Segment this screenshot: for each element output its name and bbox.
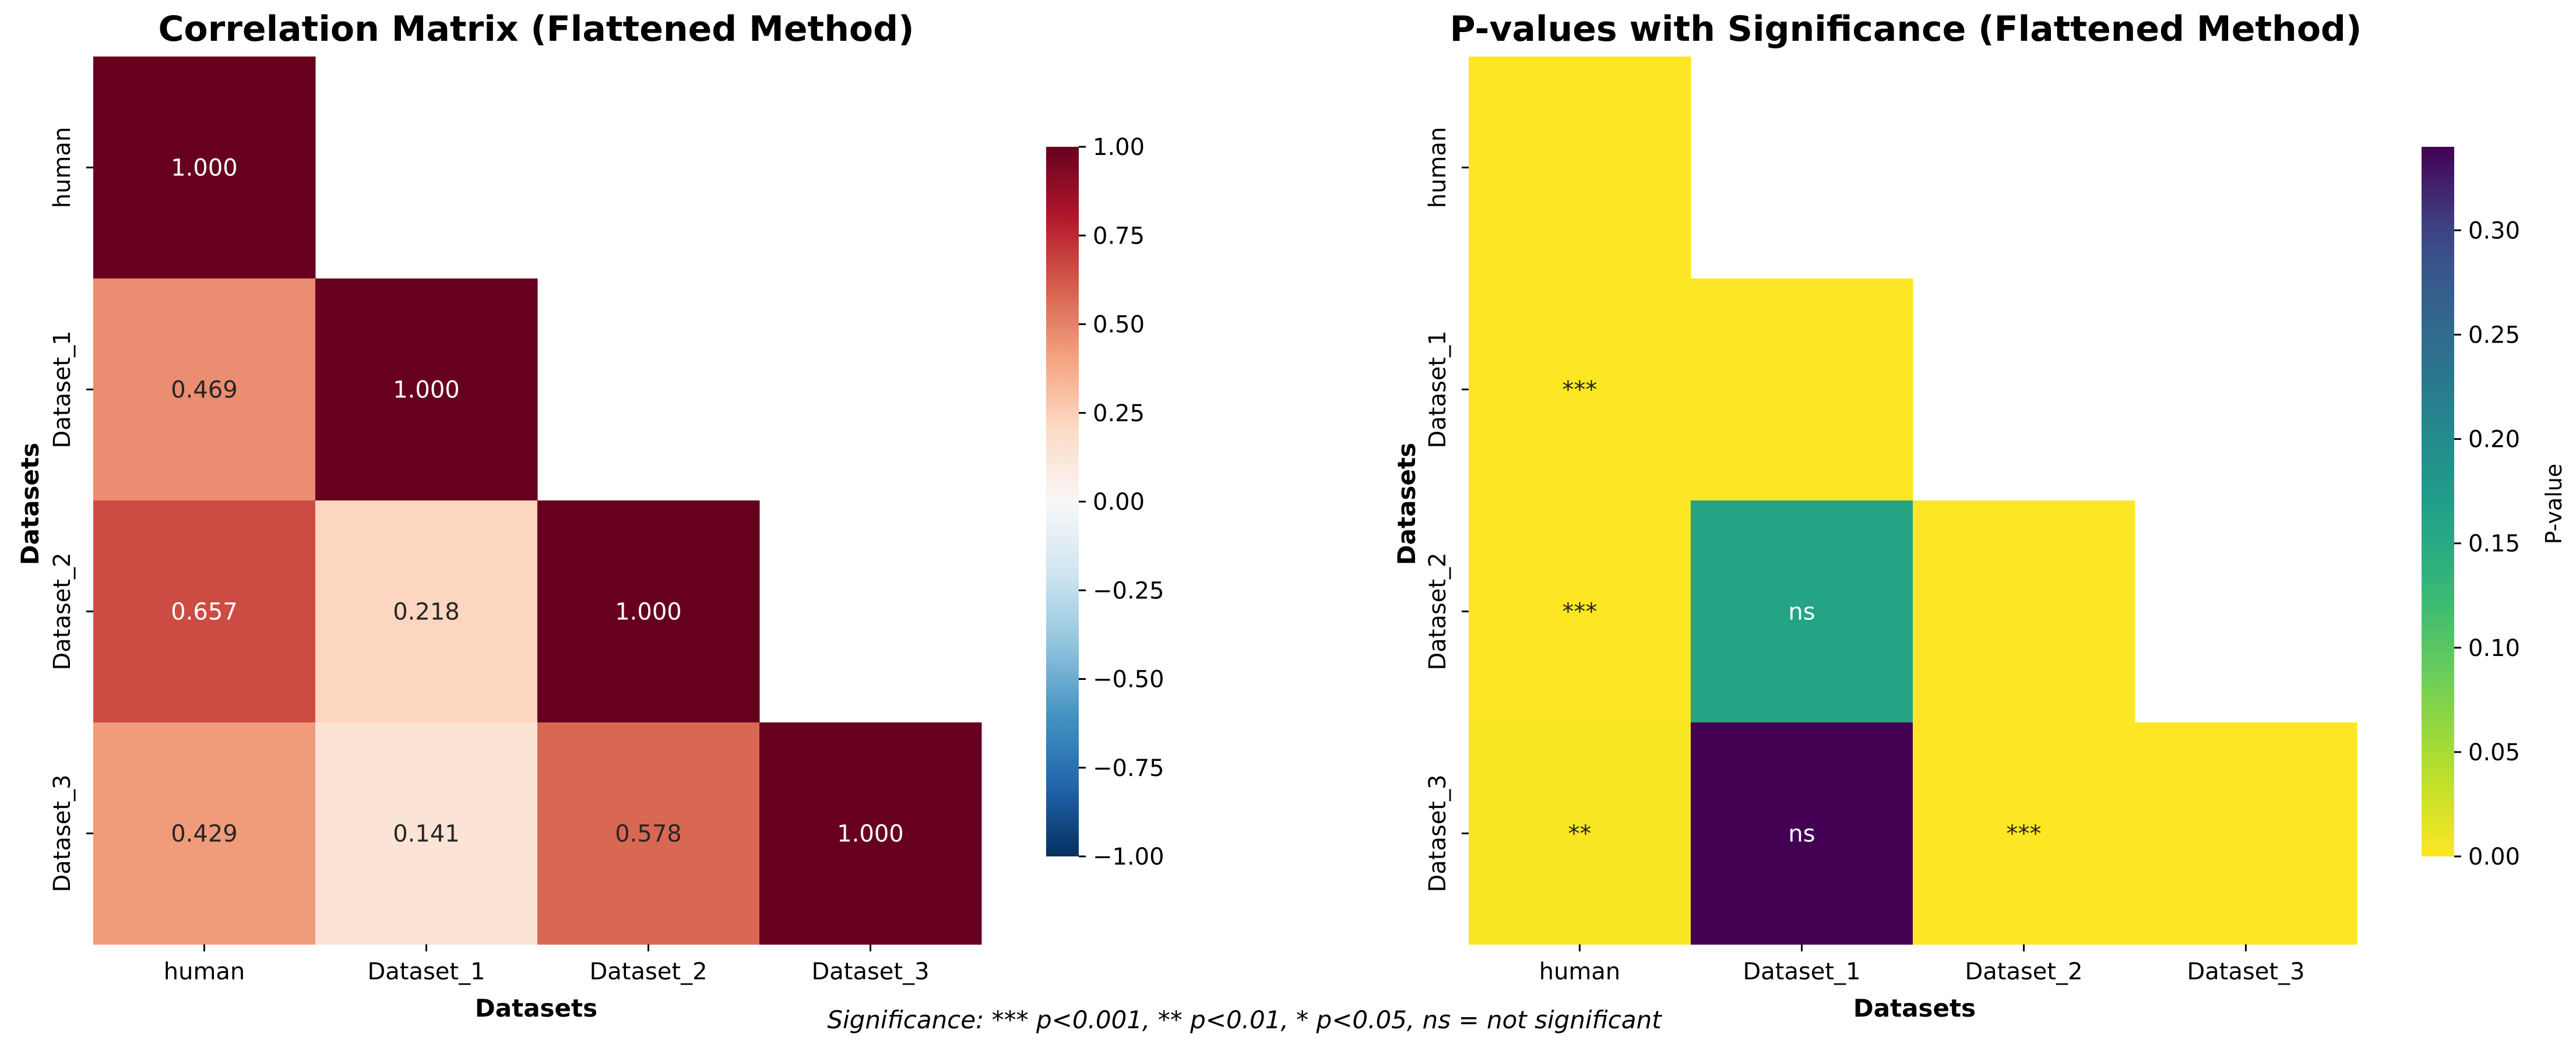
chart-title: P-values with Significance (Flattened Me… [1450, 9, 2362, 50]
x-tick-label: Dataset_1 [367, 958, 485, 985]
cell-annotation: 0.657 [171, 599, 238, 626]
cell-annotation: ns [1788, 821, 1815, 848]
cell-annotations: *** *** ns ** ns *** [1563, 377, 2042, 848]
y-tick-label: human [1424, 127, 1451, 209]
x-tick-labels: human Dataset_1 Dataset_2 Dataset_3 [1539, 944, 2305, 985]
heatmap-cell [537, 500, 760, 723]
heatmap-cell [315, 278, 538, 501]
heatmap-cell [1913, 500, 2135, 723]
heatmap-cell [315, 722, 538, 945]
colorbar-tick-label: 0.20 [2468, 426, 2520, 453]
y-tick-label: Dataset_2 [49, 552, 76, 670]
y-tick-label: Dataset_1 [1424, 330, 1451, 448]
x-tick-label: Dataset_2 [589, 958, 707, 985]
chart-title: Correlation Matrix (Flattened Method) [158, 9, 914, 50]
colorbar-tick-label: −0.25 [1093, 577, 1164, 604]
x-tick-label: Dataset_3 [2187, 958, 2304, 985]
colorbar-tick-label: 0.05 [2468, 739, 2520, 766]
heatmap-cell [1913, 722, 2135, 945]
x-axis-label: Datasets [475, 994, 597, 1022]
colorbar-tick-label: 0.50 [1093, 312, 1145, 338]
cell-annotation: 1.000 [615, 599, 682, 626]
y-axis-label: Datasets [16, 443, 44, 565]
cell-annotation: 0.218 [393, 599, 460, 626]
significance-footnote: Significance: *** p<0.001, ** p<0.01, * … [827, 1006, 1662, 1034]
heatmap-cell [1691, 500, 1913, 723]
x-axis-label: Datasets [1853, 994, 1976, 1022]
heatmap-cell [759, 722, 982, 945]
pvalue-heatmap-panel: P-values with Significance (Flattened Me… [1392, 9, 2567, 1022]
colorbar: 0.30 0.25 0.20 0.15 0.10 0.05 0.00 [2422, 147, 2520, 870]
heatmap-cell [2135, 722, 2357, 945]
heatmap-cells [93, 57, 982, 945]
y-tick-label: Dataset_1 [49, 330, 76, 448]
x-tick-labels: human Dataset_1 Dataset_2 Dataset_3 [164, 944, 930, 985]
colorbar-gradient [2422, 147, 2454, 856]
heatmap-cell [1469, 722, 1691, 945]
colorbar-tick-label: 1.00 [1093, 134, 1145, 161]
cell-annotation: 1.000 [171, 155, 238, 182]
cell-annotation: ** [1568, 821, 1592, 848]
x-tick-label: human [164, 958, 245, 985]
heatmap-cell [1469, 278, 1691, 501]
heatmap-cell [93, 722, 316, 945]
correlation-heatmap-panel: Correlation Matrix (Flattened Method) 1.… [16, 9, 1164, 1022]
cell-annotation: *** [1563, 377, 1597, 404]
cell-annotation: 1.000 [837, 821, 904, 848]
x-tick-label: Dataset_2 [1965, 958, 2082, 985]
colorbar-tick-label: 0.00 [1093, 489, 1145, 516]
x-tick-label: Dataset_3 [811, 958, 929, 985]
heatmap-cell [537, 722, 760, 945]
heatmap-cell [1469, 500, 1691, 723]
cell-annotation: 0.141 [393, 821, 460, 848]
cell-annotation: 0.578 [615, 821, 682, 848]
y-tick-label: Dataset_3 [49, 774, 76, 892]
colorbar-tick-label: −0.75 [1093, 755, 1164, 782]
heatmap-cells [1469, 57, 2357, 945]
colorbar-tick-label: 0.10 [2468, 635, 2520, 662]
cell-annotation: 1.000 [393, 377, 460, 404]
heatmap-cell [93, 278, 316, 501]
cell-annotations: 1.000 0.469 1.000 0.657 0.218 1.000 0.429 0.141… [171, 155, 904, 848]
colorbar-tick-label: 0.00 [2468, 844, 2520, 870]
heatmap-cell [1691, 278, 1913, 501]
colorbar-tick-label: −1.00 [1093, 844, 1164, 870]
x-tick-label: human [1539, 958, 1621, 985]
y-axis-label: Datasets [1392, 443, 1421, 565]
heatmap-cell [1469, 57, 1691, 279]
cell-annotation: ns [1788, 599, 1815, 626]
cell-annotation: 0.429 [171, 821, 238, 848]
y-tick-labels: human Dataset_1 Dataset_2 Dataset_3 [49, 127, 93, 893]
cell-annotation: *** [1563, 599, 1597, 626]
colorbar-tick-label: −0.50 [1093, 666, 1164, 693]
heatmap-cell [93, 57, 316, 279]
y-tick-label: human [49, 127, 76, 209]
y-tick-label: Dataset_3 [1424, 774, 1451, 892]
colorbar-gradient [1046, 147, 1079, 856]
heatmap-cell [315, 500, 538, 723]
colorbar: 1.00 0.75 0.50 0.25 0.00 −0.25 −0.50 −0.75 −1.00 [1046, 134, 1164, 870]
colorbar-label: P-value [2541, 464, 2567, 545]
colorbar-tick-label: 0.30 [2468, 217, 2520, 244]
x-tick-label: Dataset_1 [1743, 958, 1860, 985]
y-tick-label: Dataset_2 [1424, 552, 1451, 670]
colorbar-tick-label: 0.25 [2468, 322, 2520, 348]
colorbar-tick-label: 0.25 [1093, 400, 1145, 427]
heatmap-cell [1691, 722, 1913, 945]
colorbar-tick-label: 0.75 [1093, 223, 1145, 249]
colorbar-tick-label: 0.15 [2468, 531, 2520, 558]
heatmap-cell [93, 500, 316, 723]
cell-annotation: *** [2007, 821, 2042, 848]
cell-annotation: 0.469 [171, 377, 238, 404]
y-tick-labels: human Dataset_1 Dataset_2 Dataset_3 [1424, 127, 1469, 893]
